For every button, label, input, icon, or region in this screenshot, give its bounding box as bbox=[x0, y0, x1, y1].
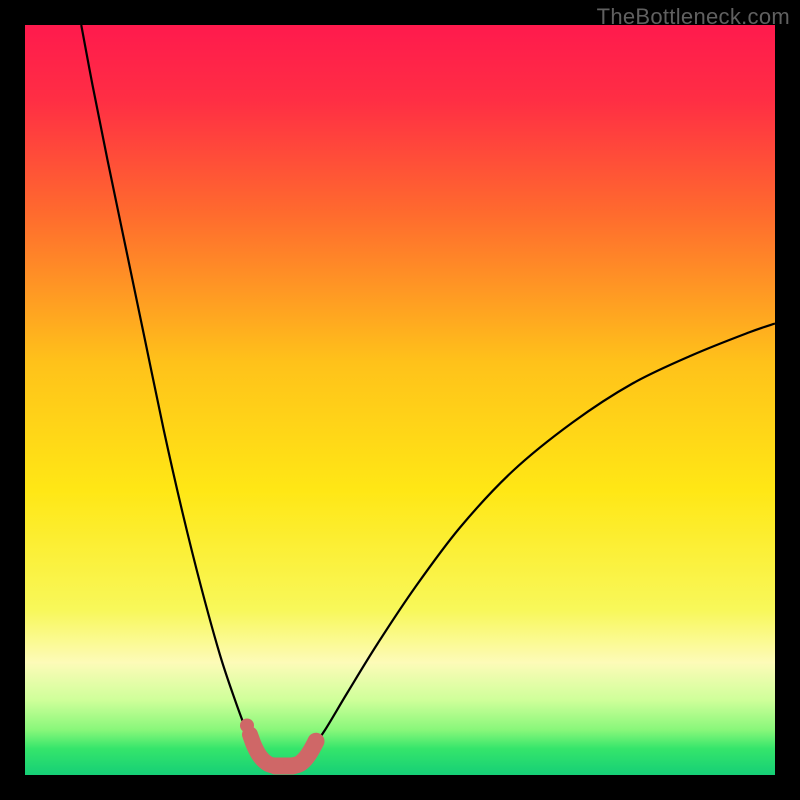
trough-dot bbox=[240, 719, 254, 733]
plot-background bbox=[25, 25, 775, 775]
bottleneck-chart bbox=[0, 0, 800, 800]
watermark-text: TheBottleneck.com bbox=[597, 4, 790, 30]
chart-container: TheBottleneck.com bbox=[0, 0, 800, 800]
